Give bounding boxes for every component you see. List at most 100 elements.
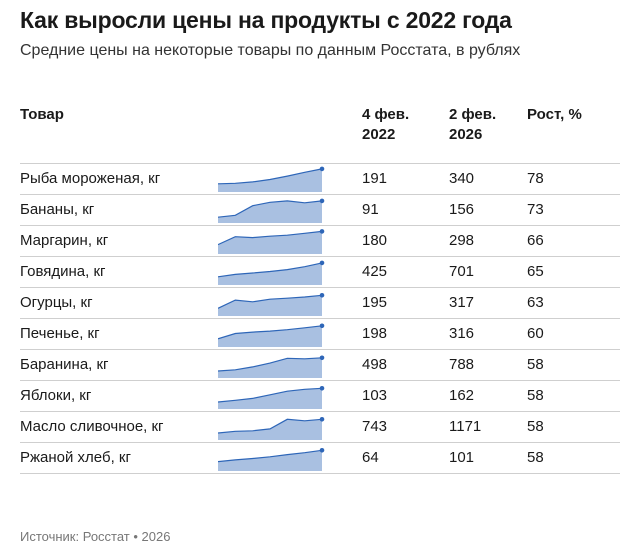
sparkline <box>218 166 325 192</box>
growth-percent: 58 <box>527 387 544 404</box>
sparkline <box>218 355 325 378</box>
sparkline-end-dot <box>319 293 325 298</box>
column-header-2026: 2 фев. 2026 <box>449 105 496 145</box>
price-2022: 191 <box>362 170 388 187</box>
price-2022: 425 <box>362 263 388 280</box>
sparkline-line <box>218 168 323 185</box>
sparkline <box>218 386 325 409</box>
growth-percent: 58 <box>527 356 544 373</box>
column-header-2022-year: 2022 <box>362 126 396 143</box>
sparkline <box>218 293 325 316</box>
growth-percent: 58 <box>527 449 544 466</box>
price-2022: 198 <box>362 325 388 342</box>
price-2022: 64 <box>362 449 379 466</box>
sparkline-end-dot <box>319 260 325 266</box>
sparkline-line <box>218 449 323 463</box>
sparkline-end-dot <box>319 386 325 391</box>
sparkline-line <box>218 200 323 218</box>
sparkline <box>218 323 325 347</box>
table-row: Яблоки, кг 103 162 58 <box>20 380 620 411</box>
sparkline-area <box>218 325 322 347</box>
sparkline-end-dot <box>319 323 325 329</box>
price-2026: 701 <box>449 263 475 280</box>
sparkline-line <box>218 418 323 434</box>
table-row: Масло сливочное, кг 743 1171 58 <box>20 411 620 442</box>
sparkline-line <box>218 387 323 403</box>
price-2026: 162 <box>449 387 475 404</box>
price-2026: 340 <box>449 170 475 187</box>
price-2022: 498 <box>362 356 388 373</box>
price-2022: 103 <box>362 387 388 404</box>
table-row: Огурцы, кг 195 317 63 <box>20 287 620 318</box>
table-bottom-rule <box>20 473 620 474</box>
sparkline-area <box>218 357 322 378</box>
growth-percent: 65 <box>527 263 544 280</box>
sparkline <box>218 260 325 285</box>
item-name: Ржаной хлеб, кг <box>20 449 131 466</box>
item-name: Бананы, кг <box>20 201 95 218</box>
sparkline-area <box>218 295 322 316</box>
item-name: Маргарин, кг <box>20 232 109 249</box>
price-2026: 298 <box>449 232 475 249</box>
table-row: Говядина, кг 425 701 65 <box>20 256 620 287</box>
sparkline-area <box>218 388 322 409</box>
growth-percent: 58 <box>527 418 544 435</box>
price-2026: 317 <box>449 294 475 311</box>
item-name: Яблоки, кг <box>20 387 92 404</box>
column-header-item-label: Товар <box>20 106 64 123</box>
sparkline-area <box>218 450 322 471</box>
item-name: Печенье, кг <box>20 325 100 342</box>
sparkline-line <box>218 230 323 246</box>
item-name: Огурцы, кг <box>20 294 93 311</box>
sparkline <box>218 198 325 223</box>
sparkline-end-dot <box>319 166 325 172</box>
sparkline-end-dot <box>319 229 325 234</box>
column-header-growth-label: Рост, % <box>527 106 582 123</box>
table-row: Ржаной хлеб, кг 64 101 58 <box>20 442 620 473</box>
chart-subtitle: Средние цены на некоторые товары по данн… <box>20 42 521 59</box>
sparkline-area <box>218 231 322 254</box>
price-2026: 788 <box>449 356 475 373</box>
price-2022: 91 <box>362 201 379 218</box>
column-header-2026-date: 2 фев. <box>449 106 497 123</box>
sparkline-area <box>218 200 322 223</box>
sparkline-end-dot <box>319 448 325 453</box>
growth-percent: 60 <box>527 325 544 342</box>
sparkline-line <box>218 262 323 278</box>
item-name: Говядина, кг <box>20 263 106 280</box>
column-header-growth: Рост, % <box>527 105 582 125</box>
sparkline-line <box>218 294 323 309</box>
growth-percent: 66 <box>527 232 544 249</box>
column-header-2026-year: 2026 <box>449 126 483 143</box>
growth-percent: 73 <box>527 201 544 218</box>
growth-percent: 63 <box>527 294 544 311</box>
sparkline <box>218 417 325 440</box>
sparkline-line <box>218 357 323 372</box>
source-note: Источник: Росстат • 2026 <box>20 529 171 544</box>
item-name: Масло сливочное, кг <box>20 418 164 435</box>
column-header-2022: 4 фев. 2022 <box>362 105 409 145</box>
sparkline-end-dot <box>319 198 325 204</box>
sparkline <box>218 448 325 471</box>
table-row: Бананы, кг 91 156 73 <box>20 194 620 225</box>
item-name: Рыба мороженая, кг <box>20 170 161 187</box>
sparkline-end-dot <box>319 355 325 361</box>
sparkline-end-dot <box>319 417 325 422</box>
price-2026: 1171 <box>449 418 482 435</box>
table-row: Баранина, кг 498 788 58 <box>20 349 620 380</box>
column-header-item: Товар <box>20 105 64 125</box>
price-2026: 316 <box>449 325 475 342</box>
sparkline-area <box>218 419 322 440</box>
chart-title: Как выросли цены на продукты с 2022 года <box>20 7 512 33</box>
column-header-2022-date: 4 фев. <box>362 106 410 123</box>
price-2022: 743 <box>362 418 388 435</box>
item-name: Баранина, кг <box>20 356 109 373</box>
price-2026: 156 <box>449 201 475 218</box>
table-row: Маргарин, кг 180 298 66 <box>20 225 620 256</box>
sparkline-line <box>218 325 323 340</box>
price-2022: 195 <box>362 294 388 311</box>
table-row: Печенье, кг 198 316 60 <box>20 318 620 349</box>
price-2026: 101 <box>449 449 475 466</box>
table-row: Рыба мороженая, кг 191 340 78 <box>20 163 620 194</box>
